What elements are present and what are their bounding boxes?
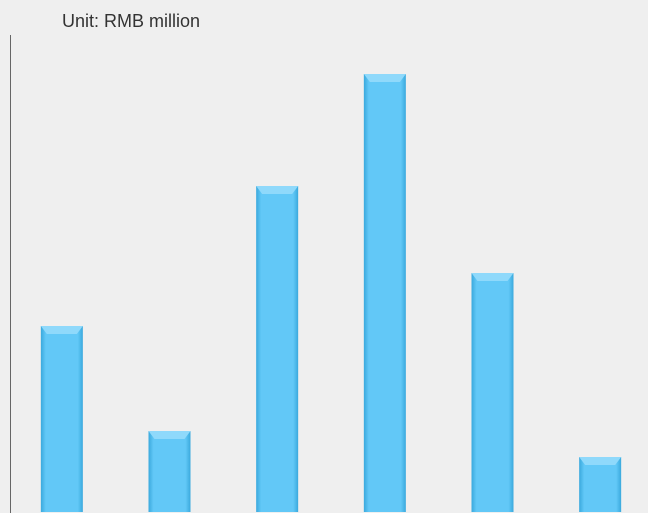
bar	[40, 326, 83, 512]
bar-cap	[148, 431, 191, 439]
bar-cap	[363, 74, 406, 82]
bar	[148, 431, 191, 512]
chart-title: Unit: RMB million	[62, 11, 200, 31]
bar	[363, 74, 406, 512]
bar-cap	[40, 326, 83, 334]
bar	[579, 457, 622, 512]
bar	[471, 273, 514, 512]
bar-cap	[256, 186, 299, 194]
bar-cap	[579, 457, 622, 465]
bar-cap	[471, 273, 514, 281]
bar	[256, 186, 299, 512]
